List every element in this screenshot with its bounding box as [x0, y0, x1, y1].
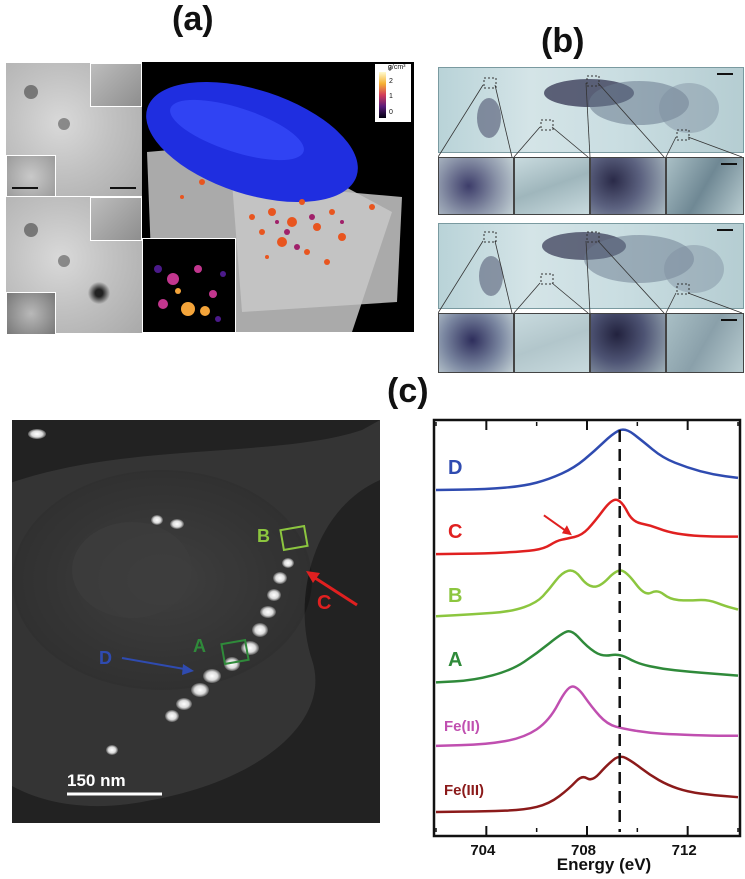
- colorbar-tick: 3: [388, 65, 392, 72]
- region-box-b: [279, 524, 309, 552]
- scale-bar-label: 150 nm: [67, 771, 126, 790]
- colorbar-tick: 1: [389, 93, 393, 100]
- tomogram-slice-bottom: [5, 196, 143, 335]
- x-axis-label: Energy (eV): [556, 855, 652, 874]
- region-label-a: A: [193, 636, 206, 656]
- scale-bar: [12, 187, 38, 189]
- shoulder-arrow: [543, 514, 569, 534]
- panel-b: [438, 67, 744, 373]
- x-tick-label: 712: [671, 842, 697, 859]
- colorbar-gradient: [379, 72, 386, 118]
- series-label: B: [448, 584, 463, 607]
- arrow-c: [311, 574, 358, 607]
- x-tick-label: 704: [470, 842, 496, 859]
- xray-zoom-tile: [514, 313, 590, 373]
- magnetosome-image: [12, 420, 380, 823]
- spectrum-line: [435, 569, 739, 618]
- xray-zoom-tile: [666, 313, 744, 373]
- xray-zoom-tile: [438, 313, 514, 373]
- render-inset: [142, 238, 236, 332]
- panel-c-image: 150 nm B C A D: [12, 420, 380, 823]
- xray-zoom-tile: [590, 313, 666, 373]
- xray-zoom-tile: [438, 157, 514, 215]
- spectra-plot: [432, 418, 742, 838]
- region-label-d: D: [99, 648, 112, 668]
- plot-frame: [432, 418, 742, 838]
- x-tick-label: 708: [571, 842, 597, 859]
- series-label: Fe(III): [444, 782, 484, 800]
- tomogram-slice-top: [5, 62, 143, 198]
- zoom-connector-lines: [438, 82, 743, 314]
- region-label-c: C: [317, 592, 332, 614]
- colorbar: g/cm³ 3 2 1 0: [375, 64, 411, 122]
- spectrum-line: [435, 685, 738, 748]
- spectrum-line: [435, 498, 738, 556]
- spectrum-line: [435, 755, 739, 814]
- xray-zoom-tile: [514, 157, 590, 215]
- panel-label-a: (a): [172, 0, 214, 38]
- spectra-chart: 704 708 712 D C B A Fe(II) Fe(III) Energy (eV): [432, 418, 742, 879]
- region-label-b: B: [257, 526, 270, 546]
- series-label: D: [448, 456, 463, 479]
- magnetosome-chain: [28, 429, 294, 755]
- panel-label-b: (b): [541, 22, 585, 60]
- colorbar-tick: 2: [389, 78, 393, 85]
- panel-label-c: (c): [387, 372, 429, 410]
- xray-zoom-tile: [590, 157, 666, 215]
- scale-bar: [110, 187, 136, 189]
- series-label: Fe(II): [444, 718, 480, 736]
- panel-a: g/cm³ 3 2 1 0: [5, 62, 414, 335]
- render-3d: g/cm³ 3 2 1 0: [142, 62, 414, 332]
- colorbar-tick: 0: [389, 109, 393, 116]
- xray-zoom-tile: [666, 157, 744, 215]
- spectrum-line: [435, 630, 739, 684]
- arrow-d: [121, 657, 191, 671]
- spectrum-line: [435, 428, 739, 492]
- shoulder-arrow-head: [561, 525, 572, 536]
- series-label: A: [448, 648, 463, 671]
- series-label: C: [448, 520, 463, 543]
- xray-overview-top: [438, 67, 744, 153]
- colorbar-unit: g/cm³: [388, 64, 406, 71]
- region-box-a: [220, 638, 250, 666]
